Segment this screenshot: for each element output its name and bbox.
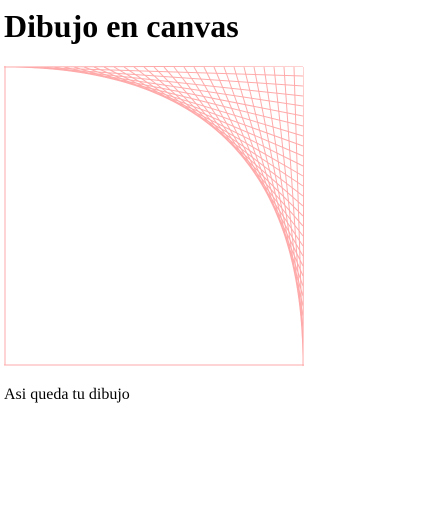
canvas-line: [4, 66, 304, 68]
caption-text: Asi queda tu dibujo: [4, 386, 130, 403]
canvas-line: [293, 66, 304, 357]
canvas-line: [283, 66, 304, 347]
page-title: Dibujo en canvas: [4, 8, 239, 44]
canvas-line: [273, 66, 304, 337]
canvas-line: [193, 66, 304, 257]
canvas-line: [173, 66, 304, 237]
drawing-svg: [4, 66, 304, 366]
canvas-line: [302, 66, 304, 366]
canvas-line: [203, 66, 304, 267]
canvas-line: [213, 66, 304, 277]
drawing-canvas[interactable]: [4, 66, 304, 366]
canvas-line: [263, 66, 304, 327]
